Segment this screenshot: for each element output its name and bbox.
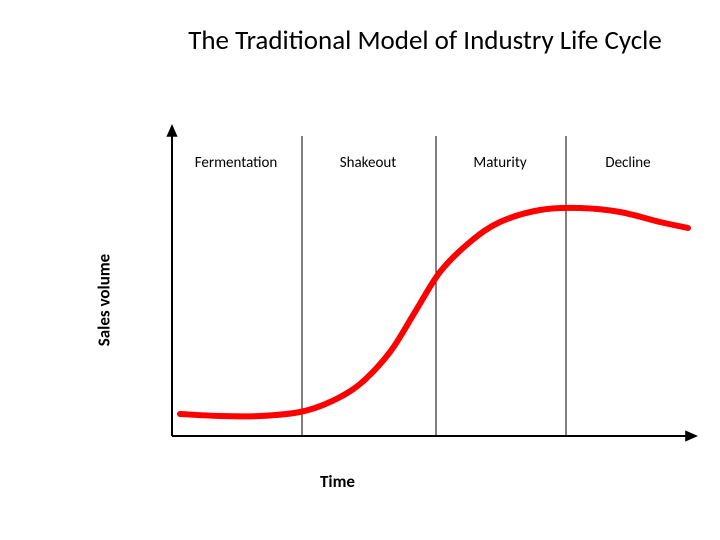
y-axis-arrow-icon (166, 124, 177, 137)
lifecycle-curve (180, 208, 688, 417)
slide: The Traditional Model of Industry Life C… (0, 0, 720, 540)
chart-svg (0, 0, 720, 540)
x-axis-arrow-icon (685, 430, 698, 441)
